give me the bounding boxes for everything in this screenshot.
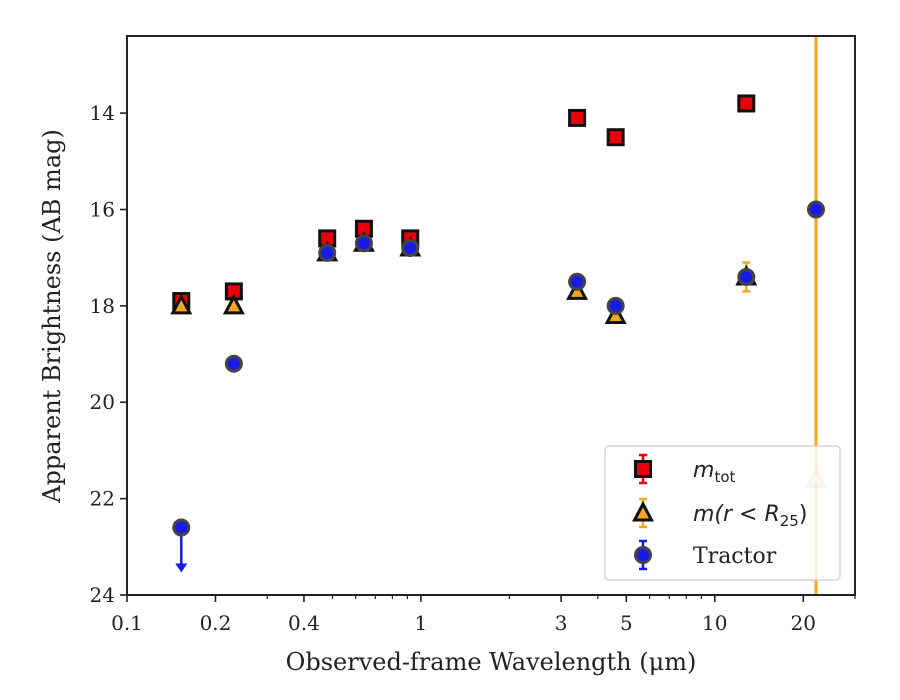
plot-content (170, 36, 827, 595)
point-square-7-shape (737, 94, 756, 113)
point-circle-2-shape (318, 243, 337, 262)
point-circle-7 (737, 267, 756, 286)
point-square-5 (568, 108, 587, 127)
legend-label: Tractor (693, 544, 777, 569)
axes-frame (126, 35, 856, 596)
x-tick-label: 0.2 (200, 611, 232, 635)
legend-label-end: ) (799, 502, 808, 527)
legend-marker (632, 500, 654, 522)
legend-label: m(r < R25) (693, 502, 807, 530)
x-tick-label: 0.4 (288, 611, 320, 635)
y-axis-label: Apparent Brightness (AB mag) (38, 129, 66, 504)
point-triangle-1-shape (222, 293, 245, 315)
point-circle-7-shape (737, 267, 756, 286)
plot-area (170, 36, 827, 595)
point-triangle-0 (170, 293, 193, 315)
legend-entry: m(r < R25) (632, 497, 807, 530)
point-circle-5 (568, 272, 587, 291)
point-circle-6 (606, 296, 625, 315)
point-circle-4 (401, 239, 420, 258)
legend-marker (634, 460, 652, 478)
point-circle-8 (806, 200, 825, 219)
point-circle-4-shape (401, 239, 420, 258)
legend-label: mtot (693, 458, 735, 486)
legend-marker-shape (632, 500, 654, 522)
series-square (172, 94, 756, 311)
point-circle-3 (354, 234, 373, 253)
point-circle-2 (318, 243, 337, 262)
legend-label-subscript: 25 (780, 512, 799, 530)
point-square-6-shape (606, 128, 625, 147)
point-circle-0-shape (172, 518, 191, 537)
legend-label-main: Tractor (693, 544, 777, 569)
point-circle-1-shape (224, 354, 243, 373)
legend-entry: mtot (634, 453, 735, 486)
y-tick-label: 24 (90, 583, 115, 607)
legend-entry: Tractor (634, 539, 777, 571)
point-triangle-1 (222, 293, 245, 315)
upper-limit-head (175, 563, 188, 573)
point-triangle-0-shape (170, 293, 193, 315)
y-tick-label: 16 (90, 197, 115, 221)
point-circle-3-shape (354, 234, 373, 253)
legend-label-subscript: tot (714, 468, 735, 486)
y-tick-label: 20 (90, 390, 115, 414)
point-square-7 (737, 94, 756, 113)
point-circle-0 (172, 518, 191, 537)
y-tick-label: 22 (90, 487, 115, 511)
point-circle-1 (224, 354, 243, 373)
y-tick-label: 18 (90, 294, 115, 318)
x-axis-label: Observed-frame Wavelength (μm) (286, 648, 697, 676)
point-circle-8-shape (806, 200, 825, 219)
legend-box (604, 445, 841, 581)
legend-label-main: m(r < R (693, 502, 780, 527)
x-tick-label: 0.1 (111, 611, 143, 635)
series-circle (172, 200, 825, 573)
point-square-6 (606, 128, 625, 147)
axes: 0.1 0.2 0.4 1 3 5 10 20 14 16 18 20 22 24 (90, 35, 856, 635)
point-circle-5-shape (568, 272, 587, 291)
x-tick-label: 5 (620, 611, 633, 635)
x-tick-label: 10 (702, 611, 727, 635)
legend-marker-shape (634, 460, 652, 478)
x-tick-label: 20 (791, 611, 816, 635)
point-square-5-shape (568, 108, 587, 127)
y-tick-label: 14 (90, 101, 115, 125)
x-tick-label: 3 (555, 611, 568, 635)
x-tick-label: 1 (415, 611, 428, 635)
point-circle-6-shape (606, 296, 625, 315)
legend-marker-shape (634, 546, 652, 564)
legend: mtot m(r < R25) Tractor (604, 445, 841, 581)
legend-marker (634, 546, 652, 564)
legend-label-main: m (693, 458, 714, 483)
